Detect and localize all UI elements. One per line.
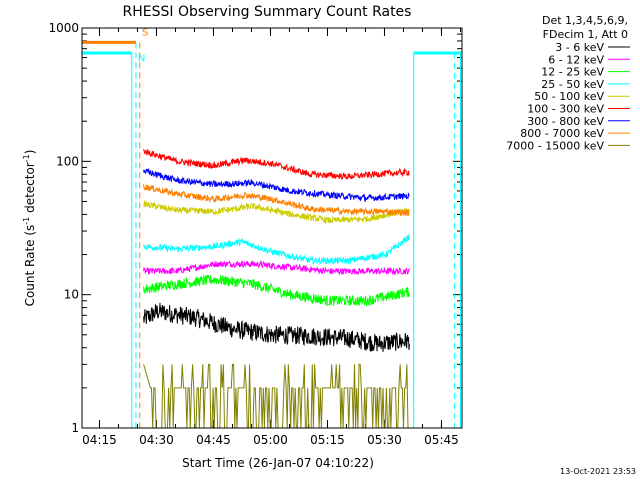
y-axis-label-part: detector: [23, 162, 37, 217]
y-axis-label-part: ): [23, 150, 37, 155]
legend-label: 50 - 100 keV: [534, 90, 604, 103]
timestamp: 13-Oct-2021 23:53: [560, 467, 636, 476]
plot-frame: [81, 27, 463, 429]
y-tick-label: 100: [56, 154, 79, 168]
x-tick-label: 04:15: [82, 433, 117, 447]
series-line: [143, 363, 410, 429]
legend-header-line: FDecim 1, Att 0: [543, 28, 628, 41]
y-axis-label: Count Rate (s-1 detector-1): [22, 150, 37, 307]
y-tick-label: 1: [71, 421, 79, 435]
chart-title: RHESSI Observing Summary Count Rates: [123, 4, 412, 20]
x-tick-label: 05:45: [424, 433, 459, 447]
x-tick-label: 04:45: [196, 433, 231, 447]
series-line: [143, 274, 410, 307]
x-axis-label: Start Time (26-Jan-07 04:10:22): [182, 456, 374, 470]
legend-label: 300 - 800 keV: [527, 115, 604, 128]
legend-label: 100 - 300 keV: [527, 103, 604, 116]
y-axis-label-sup: -1: [22, 154, 31, 162]
y-tick-label: 1000: [48, 21, 79, 35]
y-axis-label-part: Count Rate (s: [23, 225, 37, 307]
y-tick-label: 10: [64, 288, 79, 302]
legend-label: 12 - 25 keV: [541, 66, 604, 79]
legend-label: 6 - 12 keV: [548, 53, 604, 66]
plot-area: 04:15 04:30 04:45 05:00 05:15 05:30 05:45 1 10 10…: [48, 21, 462, 447]
legend-label: 3 - 6 keV: [555, 41, 604, 54]
x-tick-label: 05:00: [253, 433, 288, 447]
legend-header-line: Det 1,3,4,5,6,9,: [542, 14, 628, 27]
saa-flag-label: S: [142, 27, 148, 38]
series-line: [143, 167, 410, 203]
series-line: [143, 184, 410, 217]
y-axis-label-sup: -1: [22, 217, 31, 225]
x-tick-label: 05:30: [367, 433, 402, 447]
x-tick-label: 04:30: [139, 433, 174, 447]
series-line: [143, 302, 410, 352]
night-flag-label: N: [138, 54, 145, 65]
series-line: [143, 259, 410, 276]
legend-label: 800 - 7000 keV: [520, 127, 604, 140]
series-line: [143, 148, 410, 180]
series-line: [143, 234, 410, 265]
legend-label: 25 - 50 keV: [541, 78, 604, 91]
legend-label: 7000 - 15000 keV: [506, 139, 604, 152]
series-line: [143, 200, 410, 225]
x-tick-label: 05:15: [310, 433, 345, 447]
